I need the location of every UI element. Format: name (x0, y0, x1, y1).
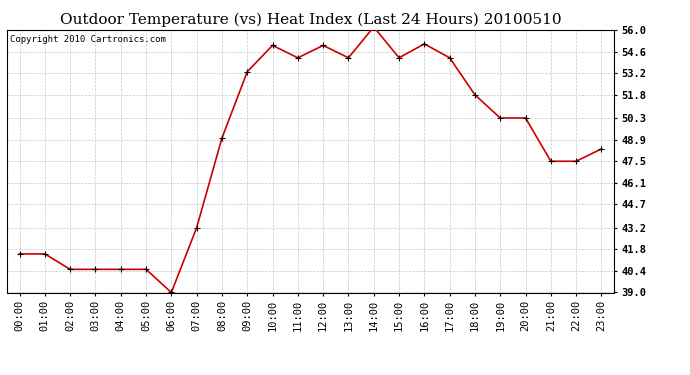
Text: Copyright 2010 Cartronics.com: Copyright 2010 Cartronics.com (10, 35, 166, 44)
Title: Outdoor Temperature (vs) Heat Index (Last 24 Hours) 20100510: Outdoor Temperature (vs) Heat Index (Las… (60, 13, 561, 27)
